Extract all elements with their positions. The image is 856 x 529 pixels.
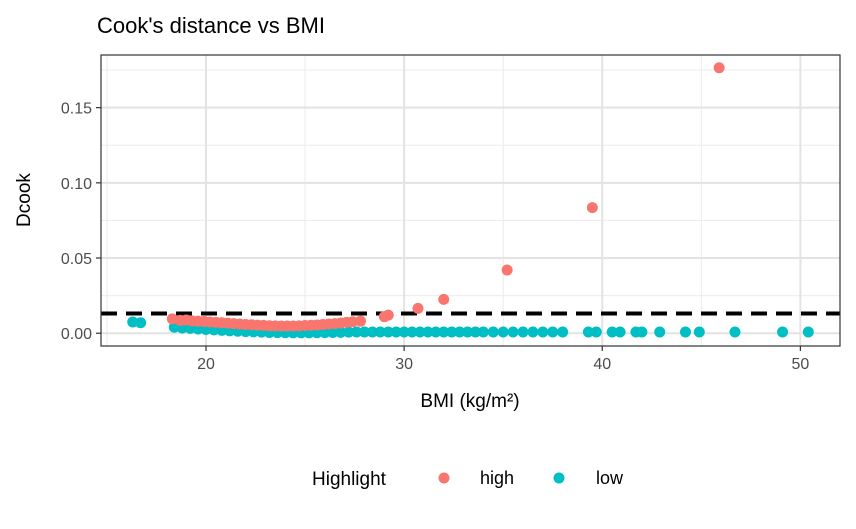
point-low-30 [390, 326, 402, 338]
point-low-45 [517, 326, 529, 338]
point-low-33 [414, 326, 426, 338]
y-tick-label-1: 0.05 [61, 251, 92, 268]
point-low-36 [438, 326, 450, 338]
point-low-25 [351, 326, 363, 338]
plot-panel [101, 55, 840, 346]
point-low-0 [127, 316, 139, 328]
point-low-20 [311, 327, 323, 339]
point-low-59 [729, 326, 741, 338]
x-tick-label-1: 30 [395, 356, 413, 373]
point-high-34 [412, 302, 424, 314]
legend: Highlight high low [312, 468, 624, 490]
point-low-47 [537, 326, 549, 338]
point-low-26 [359, 326, 371, 338]
point-low-44 [507, 326, 519, 338]
x-axis-label: BMI (kg/m²) [420, 391, 519, 412]
point-low-41 [477, 326, 489, 338]
point-low-50 [582, 326, 594, 338]
y-tick-label-3: 0.15 [61, 101, 92, 118]
point-low-23 [335, 326, 347, 338]
point-high-38 [713, 62, 725, 74]
point-high-31 [355, 315, 367, 327]
legend-marker-low [553, 472, 565, 484]
point-low-32 [406, 326, 418, 338]
point-low-48 [547, 326, 559, 338]
point-low-34 [422, 326, 434, 338]
point-high-37 [586, 202, 598, 214]
point-low-51 [590, 326, 602, 338]
point-low-35 [430, 326, 442, 338]
y-tick-label-0: 0.00 [61, 326, 92, 343]
point-low-1 [135, 317, 147, 329]
point-low-27 [366, 326, 378, 338]
legend-marker-high [438, 472, 450, 484]
point-low-49 [557, 326, 569, 338]
point-low-52 [606, 326, 618, 338]
point-low-37 [446, 326, 458, 338]
point-low-40 [469, 326, 481, 338]
y-tick-label-2: 0.10 [61, 176, 92, 193]
legend-label-low: low [596, 468, 624, 488]
y-axis: 0.00 0.05 0.10 0.15 [61, 101, 101, 343]
point-high-30 [347, 316, 359, 328]
x-tick-label-2: 40 [593, 356, 611, 373]
point-low-46 [527, 326, 539, 338]
point-low-60 [777, 326, 789, 338]
point-low-58 [693, 326, 705, 338]
point-high-35 [438, 293, 450, 305]
x-tick-label-0: 20 [197, 356, 215, 373]
point-low-28 [374, 326, 386, 338]
data-points [127, 62, 814, 339]
point-low-31 [398, 326, 410, 338]
point-low-57 [679, 326, 691, 338]
plot-panel-border [100, 54, 841, 347]
point-low-56 [654, 326, 666, 338]
point-high-36 [501, 264, 513, 276]
point-low-53 [614, 326, 626, 338]
point-low-29 [382, 326, 394, 338]
point-low-5 [192, 323, 204, 335]
point-low-42 [487, 326, 499, 338]
point-low-24 [343, 326, 355, 338]
x-tick-label-3: 50 [791, 356, 809, 373]
legend-title: Highlight [312, 469, 387, 490]
point-high-33 [382, 309, 394, 321]
chart-title: Cook's distance vs BMI [97, 13, 325, 38]
point-low-61 [802, 326, 814, 338]
point-low-55 [636, 326, 648, 338]
point-low-38 [454, 326, 466, 338]
point-low-43 [497, 326, 509, 338]
legend-label-high: high [480, 468, 514, 488]
x-axis: 20 30 40 50 [197, 346, 809, 373]
point-low-22 [327, 326, 339, 338]
y-axis-label: Dcook [14, 173, 35, 227]
point-low-39 [462, 326, 474, 338]
